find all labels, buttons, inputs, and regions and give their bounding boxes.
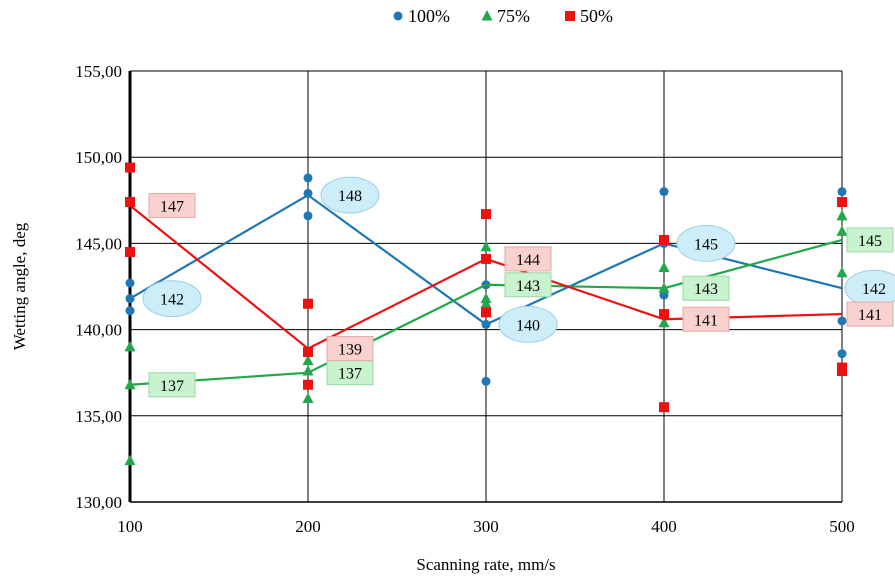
y-tick-label: 135,00: [75, 407, 122, 426]
legend-marker-75%: [481, 10, 493, 21]
data-point: [659, 290, 669, 300]
data-point: [659, 402, 669, 413]
y-tick-labels: 130,00 135,00 140,00 145,00 150,00 155,00: [75, 62, 122, 512]
data-point: [481, 209, 491, 220]
data-point: [837, 316, 847, 326]
legend-label: 50%: [580, 6, 613, 26]
x-tick-label: 500: [829, 517, 855, 536]
y-tick-label: 145,00: [75, 234, 122, 253]
data-label: 137: [326, 360, 374, 386]
data-label-text: 137: [160, 378, 184, 395]
data-label-text: 142: [862, 281, 886, 298]
data-point: [836, 209, 848, 221]
data-label: 141: [682, 306, 730, 332]
data-point: [658, 316, 670, 328]
data-labels: 142 148 140 145 142 137 137 143 143 145 147 139 144 1…: [142, 176, 895, 398]
data-label-text: 145: [858, 233, 882, 250]
data-point: [303, 188, 313, 198]
data-point: [659, 187, 669, 197]
data-point: [303, 173, 313, 183]
data-label: 141: [846, 301, 894, 327]
data-label-text: 145: [694, 236, 718, 253]
data-point: [837, 365, 847, 376]
data-label-text: 148: [338, 188, 362, 205]
data-point: [481, 376, 491, 386]
data-label-text: 144: [516, 252, 540, 269]
data-label-text: 147: [160, 198, 184, 215]
x-tick-labels: 100 200 300 400 500: [117, 517, 855, 536]
legend-label: 100%: [408, 6, 450, 26]
data-point: [837, 187, 847, 197]
data-label: 142: [142, 280, 202, 318]
data-label-text: 143: [516, 278, 540, 295]
data-label: 148: [320, 176, 380, 214]
data-label-text: 141: [858, 307, 882, 324]
data-label: 145: [676, 224, 736, 262]
y-axis-title: Wetting angle, deg: [10, 222, 29, 350]
data-point: [837, 349, 847, 359]
data-label-text: 137: [338, 366, 362, 383]
data-label: 145: [846, 227, 894, 253]
data-label-text: 139: [338, 342, 362, 359]
data-label: 143: [504, 272, 552, 298]
data-point: [125, 197, 135, 208]
data-label: 140: [498, 305, 558, 343]
data-point: [480, 297, 492, 309]
y-tick-label: 150,00: [75, 148, 122, 167]
data-point: [481, 253, 491, 264]
data-point: [837, 197, 847, 208]
data-label-text: 140: [516, 317, 540, 334]
data-point: [125, 294, 135, 304]
data-point: [125, 247, 135, 258]
data-point: [303, 211, 313, 221]
data-point: [481, 307, 491, 318]
data-point: [836, 225, 848, 236]
data-label: 142: [844, 269, 895, 307]
data-label-text: 142: [160, 292, 184, 309]
data-label: 139: [326, 336, 374, 362]
data-point: [125, 306, 135, 316]
y-tick-label: 155,00: [75, 62, 122, 81]
data-point: [480, 240, 492, 252]
data-label: 143: [682, 275, 730, 301]
data-point: [125, 278, 135, 288]
data-point: [124, 340, 136, 352]
legend-marker-50%: [565, 11, 575, 21]
data-label: 137: [148, 372, 196, 398]
data-point: [303, 347, 313, 358]
data-point: [124, 378, 136, 390]
data-point: [303, 379, 313, 390]
data-point: [124, 454, 136, 466]
data-point: [302, 364, 314, 376]
y-tick-label: 130,00: [75, 493, 122, 512]
x-tick-label: 200: [295, 517, 321, 536]
data-point: [303, 298, 313, 309]
data-label: 147: [148, 192, 196, 218]
data-label-text: 141: [694, 312, 718, 329]
legend: 100% 75% 50%: [393, 6, 613, 26]
y-tick-label: 140,00: [75, 321, 122, 340]
data-label-text: 143: [694, 281, 718, 298]
legend-marker-100%: [393, 11, 403, 21]
legend-label: 75%: [497, 6, 530, 26]
x-tick-label: 400: [651, 517, 677, 536]
data-point: [302, 392, 314, 404]
data-label: 144: [504, 246, 552, 272]
data-point: [836, 266, 848, 278]
x-axis-title: Scanning rate, mm/s: [416, 555, 555, 574]
x-tick-label: 300: [473, 517, 499, 536]
trend-line: [129, 238, 843, 386]
plot-grid: [129, 70, 843, 503]
data-point: [659, 234, 669, 245]
data-point: [481, 319, 491, 329]
data-point: [302, 354, 314, 366]
data-point: [659, 309, 669, 320]
data-point: [658, 282, 670, 293]
data-point: [658, 261, 670, 273]
data-point: [125, 162, 135, 173]
series-75%: [124, 209, 848, 466]
x-tick-label: 100: [117, 517, 143, 536]
